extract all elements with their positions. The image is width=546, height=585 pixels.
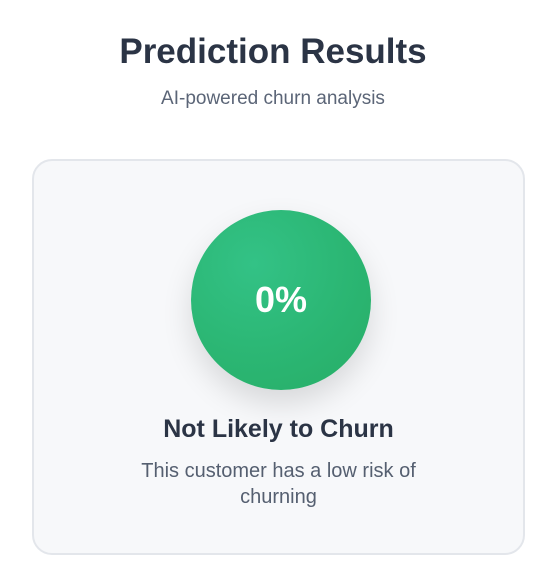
churn-verdict: Not Likely to Churn xyxy=(163,415,394,443)
page-subtitle: AI-powered churn analysis xyxy=(161,88,385,109)
page-title: Prediction Results xyxy=(119,32,427,71)
churn-probability-value: 0% xyxy=(254,279,308,320)
result-card: 0% Not Likely to Churn This customer has… xyxy=(32,159,525,555)
churn-probability-circle: 0% xyxy=(191,210,371,390)
churn-description: This customer has a low risk of churning xyxy=(141,460,416,508)
